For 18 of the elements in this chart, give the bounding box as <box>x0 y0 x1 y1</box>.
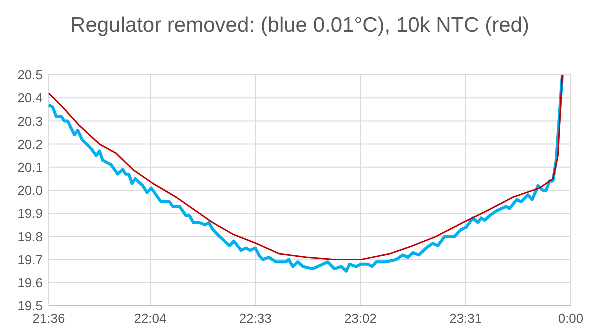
x-tick-label: 21:36 <box>32 311 66 326</box>
y-tick-label: 19.7 <box>18 252 43 268</box>
y-tick-label: 20.1 <box>18 160 43 175</box>
y-tick-label: 20.0 <box>18 183 43 198</box>
y-tick-label: 19.5 <box>18 298 43 314</box>
y-tick-label: 20.3 <box>18 114 43 129</box>
x-tick-label: 22:33 <box>239 311 272 326</box>
x-tick-label: 23:31 <box>450 311 482 326</box>
x-tick-label: 23:02 <box>344 311 378 326</box>
y-tick-label: 19.6 <box>18 275 43 290</box>
y-tick-label: 20.4 <box>18 90 43 106</box>
y-tick-label: 19.9 <box>18 206 43 222</box>
y-tick-label: 20.2 <box>18 136 43 152</box>
x-tick-label: 22:04 <box>134 311 167 326</box>
chart-title: Regulator removed: (blue 0.01°C), 10k NTC (red) <box>70 14 530 37</box>
x-tick-label: 0:00 <box>558 311 584 326</box>
y-tick-label: 20.5 <box>18 68 43 83</box>
y-tick-label: 19.8 <box>18 229 43 244</box>
